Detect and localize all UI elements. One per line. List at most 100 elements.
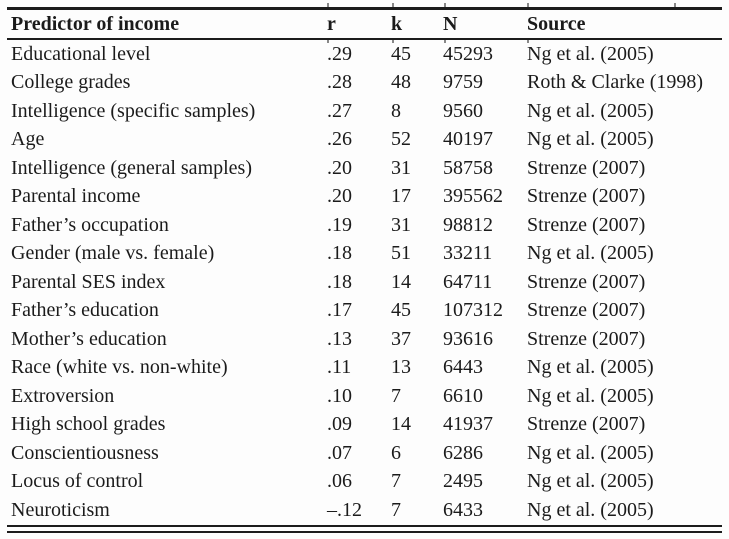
cell-source: Strenze (2007) — [527, 327, 646, 350]
table-row: Extroversion .10 7 6610 Ng et al. (2005) — [7, 382, 722, 411]
column-tick-mark — [444, 40, 446, 43]
cell-r: .27 — [327, 99, 352, 122]
cell-r: .13 — [327, 327, 352, 350]
cell-predictor: Parental SES index — [11, 270, 166, 293]
cell-n: 107312 — [443, 299, 503, 322]
column-tick-mark — [527, 40, 529, 43]
cell-predictor: Conscientiousness — [11, 441, 159, 464]
cell-source: Ng et al. (2005) — [527, 384, 654, 407]
cell-k: 31 — [391, 213, 411, 236]
table-row: Intelligence (general samples) .20 31 58… — [7, 154, 722, 183]
table-row: Educational level .29 45 45293 Ng et al.… — [7, 40, 722, 69]
cell-source: Strenze (2007) — [527, 299, 646, 322]
column-header-source: Source — [527, 12, 586, 35]
cell-k: 45 — [391, 42, 411, 65]
cell-predictor: Mother’s education — [11, 327, 167, 350]
cell-n: 395562 — [443, 185, 503, 208]
cell-source: Ng et al. (2005) — [527, 470, 654, 493]
table-row: Mother’s education .13 37 93616 Strenze … — [7, 325, 722, 354]
cell-k: 17 — [391, 185, 411, 208]
cell-n: 41937 — [443, 413, 493, 436]
cell-r: .17 — [327, 299, 352, 322]
cell-k: 8 — [391, 99, 401, 122]
cell-k: 48 — [391, 71, 411, 94]
column-header-n: N — [443, 12, 458, 35]
cell-predictor: Intelligence (specific samples) — [11, 99, 256, 122]
cell-k: 6 — [391, 441, 401, 464]
cell-source: Ng et al. (2005) — [527, 498, 654, 521]
cell-r: .20 — [327, 185, 352, 208]
cell-n: 40197 — [443, 128, 493, 151]
cell-n: 98812 — [443, 213, 493, 236]
table-row: Age .26 52 40197 Ng et al. (2005) — [7, 126, 722, 155]
cell-n: 2495 — [443, 470, 483, 493]
cell-r: .10 — [327, 384, 352, 407]
cell-n: 6610 — [443, 384, 483, 407]
cell-k: 31 — [391, 156, 411, 179]
cell-predictor: Educational level — [11, 42, 151, 65]
cell-source: Strenze (2007) — [527, 185, 646, 208]
cell-source: Strenze (2007) — [527, 156, 646, 179]
cell-k: 14 — [391, 270, 411, 293]
column-tick-mark — [674, 3, 676, 7]
cell-k: 7 — [391, 470, 401, 493]
cell-predictor: Neuroticism — [11, 498, 110, 521]
cell-k: 7 — [391, 498, 401, 521]
table-row: Race (white vs. non-white) .11 13 6443 N… — [7, 354, 722, 383]
cell-predictor: Age — [11, 128, 45, 151]
column-header-predictor: Predictor of income — [11, 12, 180, 35]
table-rule-bottom-inner — [7, 530, 722, 533]
table-rule-top — [7, 7, 722, 10]
cell-r: .07 — [327, 441, 352, 464]
cell-source: Strenze (2007) — [527, 213, 646, 236]
cell-source: Ng et al. (2005) — [527, 356, 654, 379]
cell-n: 9560 — [443, 99, 483, 122]
cell-n: 58758 — [443, 156, 493, 179]
cell-source: Roth & Clarke (1998) — [527, 71, 704, 94]
table-header-row: Predictor of income r k N Source — [7, 10, 722, 38]
table-row: Locus of control .06 7 2495 Ng et al. (2… — [7, 468, 722, 497]
cell-k: 13 — [391, 356, 411, 379]
cell-source: Strenze (2007) — [527, 270, 646, 293]
cell-r: .29 — [327, 42, 352, 65]
cell-r: .19 — [327, 213, 352, 236]
cell-r: .26 — [327, 128, 352, 151]
cell-source: Ng et al. (2005) — [527, 242, 654, 265]
cell-k: 51 — [391, 242, 411, 265]
cell-r: .18 — [327, 270, 352, 293]
column-header-k: k — [391, 12, 403, 35]
cell-predictor: High school grades — [11, 413, 166, 436]
column-tick-mark — [327, 3, 329, 7]
table-rule-bottom-outer — [7, 524, 722, 527]
cell-predictor: Intelligence (general samples) — [11, 156, 252, 179]
table-row: High school grades .09 14 41937 Strenze … — [7, 411, 722, 440]
table-row: Father’s occupation .19 31 98812 Strenze… — [7, 211, 722, 240]
cell-n: 6286 — [443, 441, 483, 464]
cell-source: Ng et al. (2005) — [527, 99, 654, 122]
table-row: Neuroticism –.12 7 6433 Ng et al. (2005) — [7, 496, 722, 525]
cell-k: 14 — [391, 413, 411, 436]
column-tick-mark — [392, 3, 394, 7]
cell-source: Strenze (2007) — [527, 413, 646, 436]
cell-predictor: Father’s education — [11, 299, 159, 322]
cell-n: 6433 — [443, 498, 483, 521]
cell-r: .18 — [327, 242, 352, 265]
income-predictors-table: Predictor of income r k N Source Educati… — [7, 3, 722, 533]
cell-source: Ng et al. (2005) — [527, 128, 654, 151]
cell-predictor: Locus of control — [11, 470, 144, 493]
table-row: Intelligence (specific samples) .27 8 95… — [7, 97, 722, 126]
table-row: College grades .28 48 9759 Roth & Clarke… — [7, 69, 722, 98]
cell-r: –.12 — [327, 498, 362, 521]
column-tick-mark — [527, 3, 529, 7]
table-row: Parental income .20 17 395562 Strenze (2… — [7, 183, 722, 212]
cell-source: Ng et al. (2005) — [527, 42, 654, 65]
cell-n: 45293 — [443, 42, 493, 65]
cell-k: 45 — [391, 299, 411, 322]
cell-n: 33211 — [443, 242, 493, 265]
table-row: Father’s education .17 45 107312 Strenze… — [7, 297, 722, 326]
cell-predictor: Extroversion — [11, 384, 115, 407]
cell-n: 93616 — [443, 327, 493, 350]
cell-r: .09 — [327, 413, 352, 436]
table-rule-below-header — [7, 38, 722, 40]
